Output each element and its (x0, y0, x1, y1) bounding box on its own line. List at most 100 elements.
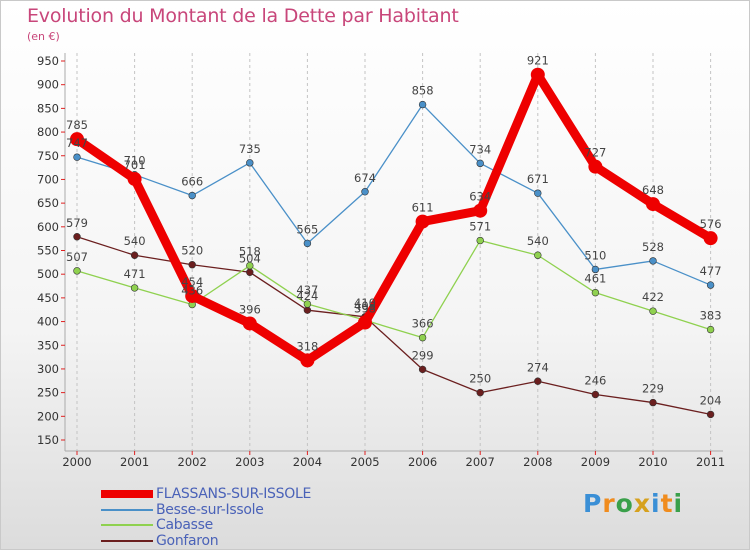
y-tick-label: 900 (37, 78, 59, 92)
data-label: 510 (584, 248, 606, 262)
data-label: 921 (527, 54, 549, 68)
x-tick-label: 2006 (408, 455, 437, 469)
data-point (476, 388, 484, 397)
data-label: 471 (124, 267, 146, 281)
data-point (415, 214, 430, 229)
data-label: 518 (239, 245, 261, 259)
data-label: 403 (354, 299, 376, 313)
data-point (591, 288, 600, 297)
data-point (649, 257, 657, 265)
legend-label: Cabasse (156, 517, 213, 533)
data-label: 671 (527, 172, 549, 186)
data-label: 461 (584, 272, 606, 286)
data-label: 634 (469, 190, 491, 204)
legend-swatch (101, 539, 153, 542)
x-tick-label: 2003 (235, 455, 264, 469)
data-point (358, 315, 372, 330)
data-point (534, 251, 542, 259)
data-point (73, 267, 81, 275)
data-label: 734 (469, 142, 491, 156)
data-point (185, 288, 200, 303)
x-tick-label: 2001 (120, 455, 149, 469)
x-tick-label: 2000 (62, 455, 91, 469)
data-point (473, 203, 488, 218)
y-tick-label: 650 (37, 196, 59, 210)
data-label: 366 (412, 317, 434, 331)
y-tick-label: 950 (37, 54, 59, 68)
data-point (300, 353, 315, 368)
y-tick-label: 750 (37, 149, 59, 163)
y-tick-label: 300 (37, 362, 59, 376)
data-point (591, 265, 600, 274)
data-label: 576 (700, 217, 722, 231)
data-point (246, 159, 254, 167)
y-tick-label: 350 (37, 338, 59, 352)
data-label: 422 (642, 290, 664, 304)
data-point (73, 233, 81, 241)
data-point (534, 189, 542, 197)
x-tick-label: 2002 (178, 455, 207, 469)
data-label: 204 (700, 393, 722, 407)
data-point (649, 398, 657, 407)
data-point (188, 191, 196, 200)
legend-swatch (101, 508, 153, 511)
data-label: 383 (700, 309, 722, 323)
y-tick-label: 450 (37, 291, 59, 305)
data-label: 229 (642, 382, 664, 396)
data-point (418, 365, 427, 374)
y-tick-label: 800 (37, 125, 59, 139)
y-tick-label: 850 (37, 101, 59, 115)
data-point (646, 197, 660, 212)
chart-subtitle: (en €) (27, 30, 60, 43)
data-label: 571 (469, 220, 491, 234)
y-tick-label: 550 (37, 244, 59, 258)
data-point (706, 410, 715, 419)
legend-label: FLASSANS-SUR-ISSOLE (156, 486, 311, 502)
brand-logo: Proxiti (583, 489, 684, 518)
legend-label: Gonfaron (156, 532, 219, 549)
data-point (706, 325, 715, 334)
data-point (246, 268, 254, 276)
series-line (72, 70, 716, 365)
data-label: 666 (181, 175, 203, 189)
x-tick-label: 2010 (638, 455, 667, 469)
data-point (703, 231, 718, 246)
data-label: 299 (412, 348, 434, 362)
data-label: 520 (181, 244, 203, 258)
plot-area (65, 53, 723, 451)
data-label: 540 (527, 234, 549, 248)
data-point (127, 171, 142, 186)
data-label: 507 (66, 250, 88, 264)
data-label: 785 (66, 118, 88, 132)
data-label: 437 (296, 283, 318, 297)
data-label: 579 (66, 216, 88, 230)
data-point (303, 306, 312, 314)
y-tick-label: 600 (37, 220, 59, 234)
x-tick-label: 2011 (696, 455, 725, 469)
legend-swatch (101, 490, 153, 498)
data-point (476, 236, 484, 245)
data-point (530, 67, 545, 82)
data-label: 710 (124, 154, 146, 168)
data-label: 504 (239, 251, 261, 265)
legend-label: Besse-sur-Issole (156, 501, 264, 518)
x-tick-label: 2008 (523, 455, 552, 469)
data-label: 318 (296, 339, 318, 353)
y-tick-label: 400 (37, 315, 59, 329)
data-point (73, 153, 81, 161)
data-point (242, 316, 257, 331)
data-point (70, 132, 84, 147)
data-point (706, 281, 715, 289)
data-point (534, 377, 542, 385)
data-label: 396 (239, 302, 261, 316)
series-line (76, 239, 712, 339)
data-label: 747 (66, 136, 88, 150)
data-label: 454 (181, 275, 203, 289)
y-tick-label: 700 (37, 172, 59, 186)
data-label: 540 (124, 234, 146, 248)
data-label: 648 (642, 183, 664, 197)
data-label: 858 (412, 84, 434, 98)
series-line (76, 236, 712, 416)
